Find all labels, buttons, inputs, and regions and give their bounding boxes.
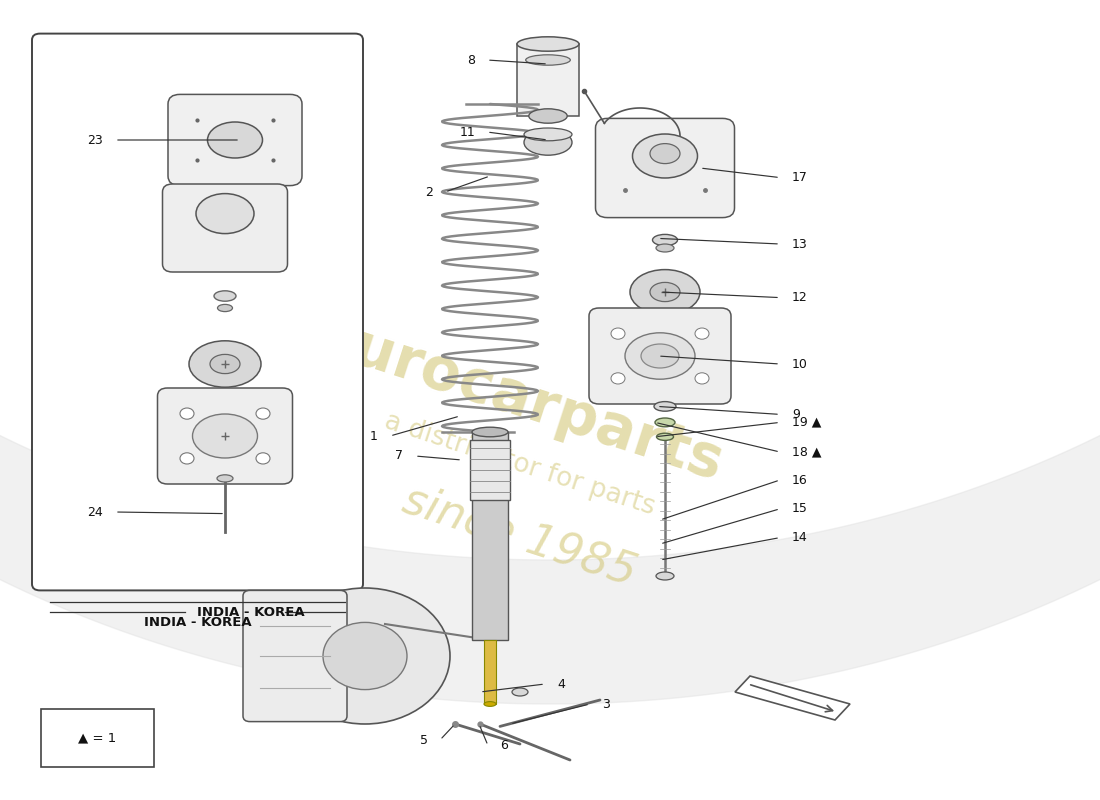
- Text: 11: 11: [460, 126, 475, 138]
- Bar: [470, 440, 509, 500]
- Bar: [484, 640, 496, 704]
- Text: 19 ▲: 19 ▲: [792, 416, 822, 429]
- Text: 7: 7: [395, 450, 403, 462]
- Bar: [472, 432, 508, 640]
- Ellipse shape: [472, 427, 508, 437]
- Text: 1: 1: [370, 430, 378, 442]
- FancyBboxPatch shape: [243, 590, 346, 722]
- Circle shape: [256, 453, 270, 464]
- Ellipse shape: [654, 402, 676, 411]
- Ellipse shape: [524, 128, 572, 141]
- Text: 5: 5: [420, 734, 428, 746]
- FancyBboxPatch shape: [32, 34, 363, 590]
- Text: INDIA - KOREA: INDIA - KOREA: [144, 616, 251, 629]
- Ellipse shape: [657, 434, 673, 440]
- Text: 17: 17: [792, 171, 807, 184]
- Ellipse shape: [650, 143, 680, 163]
- Ellipse shape: [214, 291, 236, 302]
- Ellipse shape: [656, 244, 674, 252]
- Circle shape: [280, 588, 450, 724]
- Text: 14: 14: [792, 531, 807, 544]
- FancyBboxPatch shape: [157, 388, 293, 484]
- Text: eurocarparts: eurocarparts: [309, 307, 732, 493]
- Ellipse shape: [654, 418, 675, 427]
- FancyBboxPatch shape: [588, 308, 732, 404]
- Ellipse shape: [526, 54, 570, 66]
- Ellipse shape: [189, 341, 261, 387]
- Text: 23: 23: [87, 134, 103, 146]
- FancyBboxPatch shape: [163, 184, 287, 272]
- Ellipse shape: [517, 37, 579, 51]
- Text: 13: 13: [792, 238, 807, 250]
- Ellipse shape: [524, 130, 572, 155]
- Circle shape: [695, 328, 710, 339]
- Text: 4: 4: [557, 678, 565, 690]
- FancyBboxPatch shape: [595, 118, 735, 218]
- Text: ▲ = 1: ▲ = 1: [78, 732, 117, 745]
- Ellipse shape: [650, 282, 680, 302]
- Polygon shape: [735, 676, 850, 720]
- Ellipse shape: [196, 194, 254, 234]
- Ellipse shape: [208, 122, 263, 158]
- Ellipse shape: [512, 688, 528, 696]
- Circle shape: [180, 453, 194, 464]
- Bar: [517, 44, 579, 116]
- Ellipse shape: [192, 414, 257, 458]
- Text: 2: 2: [425, 186, 433, 198]
- Ellipse shape: [656, 572, 674, 580]
- Text: a distributor for parts: a distributor for parts: [382, 408, 659, 520]
- Ellipse shape: [210, 354, 240, 374]
- Text: since 1985: since 1985: [398, 478, 642, 594]
- Ellipse shape: [217, 474, 233, 482]
- Circle shape: [610, 373, 625, 384]
- Text: 8: 8: [468, 54, 475, 66]
- Ellipse shape: [484, 702, 496, 706]
- Ellipse shape: [218, 304, 232, 312]
- Ellipse shape: [632, 134, 697, 178]
- Ellipse shape: [529, 109, 568, 123]
- Text: 15: 15: [792, 502, 807, 515]
- Text: INDIA - KOREA: INDIA - KOREA: [197, 606, 305, 618]
- Circle shape: [323, 622, 407, 690]
- Circle shape: [180, 408, 194, 419]
- Circle shape: [256, 408, 270, 419]
- Ellipse shape: [630, 270, 700, 314]
- Text: 10: 10: [792, 358, 807, 370]
- Text: 12: 12: [792, 291, 807, 304]
- Text: 16: 16: [792, 474, 807, 486]
- FancyBboxPatch shape: [41, 709, 154, 767]
- FancyBboxPatch shape: [168, 94, 302, 186]
- Circle shape: [695, 373, 710, 384]
- Ellipse shape: [625, 333, 695, 379]
- Circle shape: [610, 328, 625, 339]
- Ellipse shape: [641, 344, 679, 368]
- Text: 9: 9: [792, 408, 800, 421]
- Text: 24: 24: [87, 506, 103, 518]
- Text: 18 ▲: 18 ▲: [792, 446, 822, 458]
- Ellipse shape: [652, 234, 678, 246]
- Text: 6: 6: [500, 739, 508, 752]
- Text: 3: 3: [602, 698, 609, 710]
